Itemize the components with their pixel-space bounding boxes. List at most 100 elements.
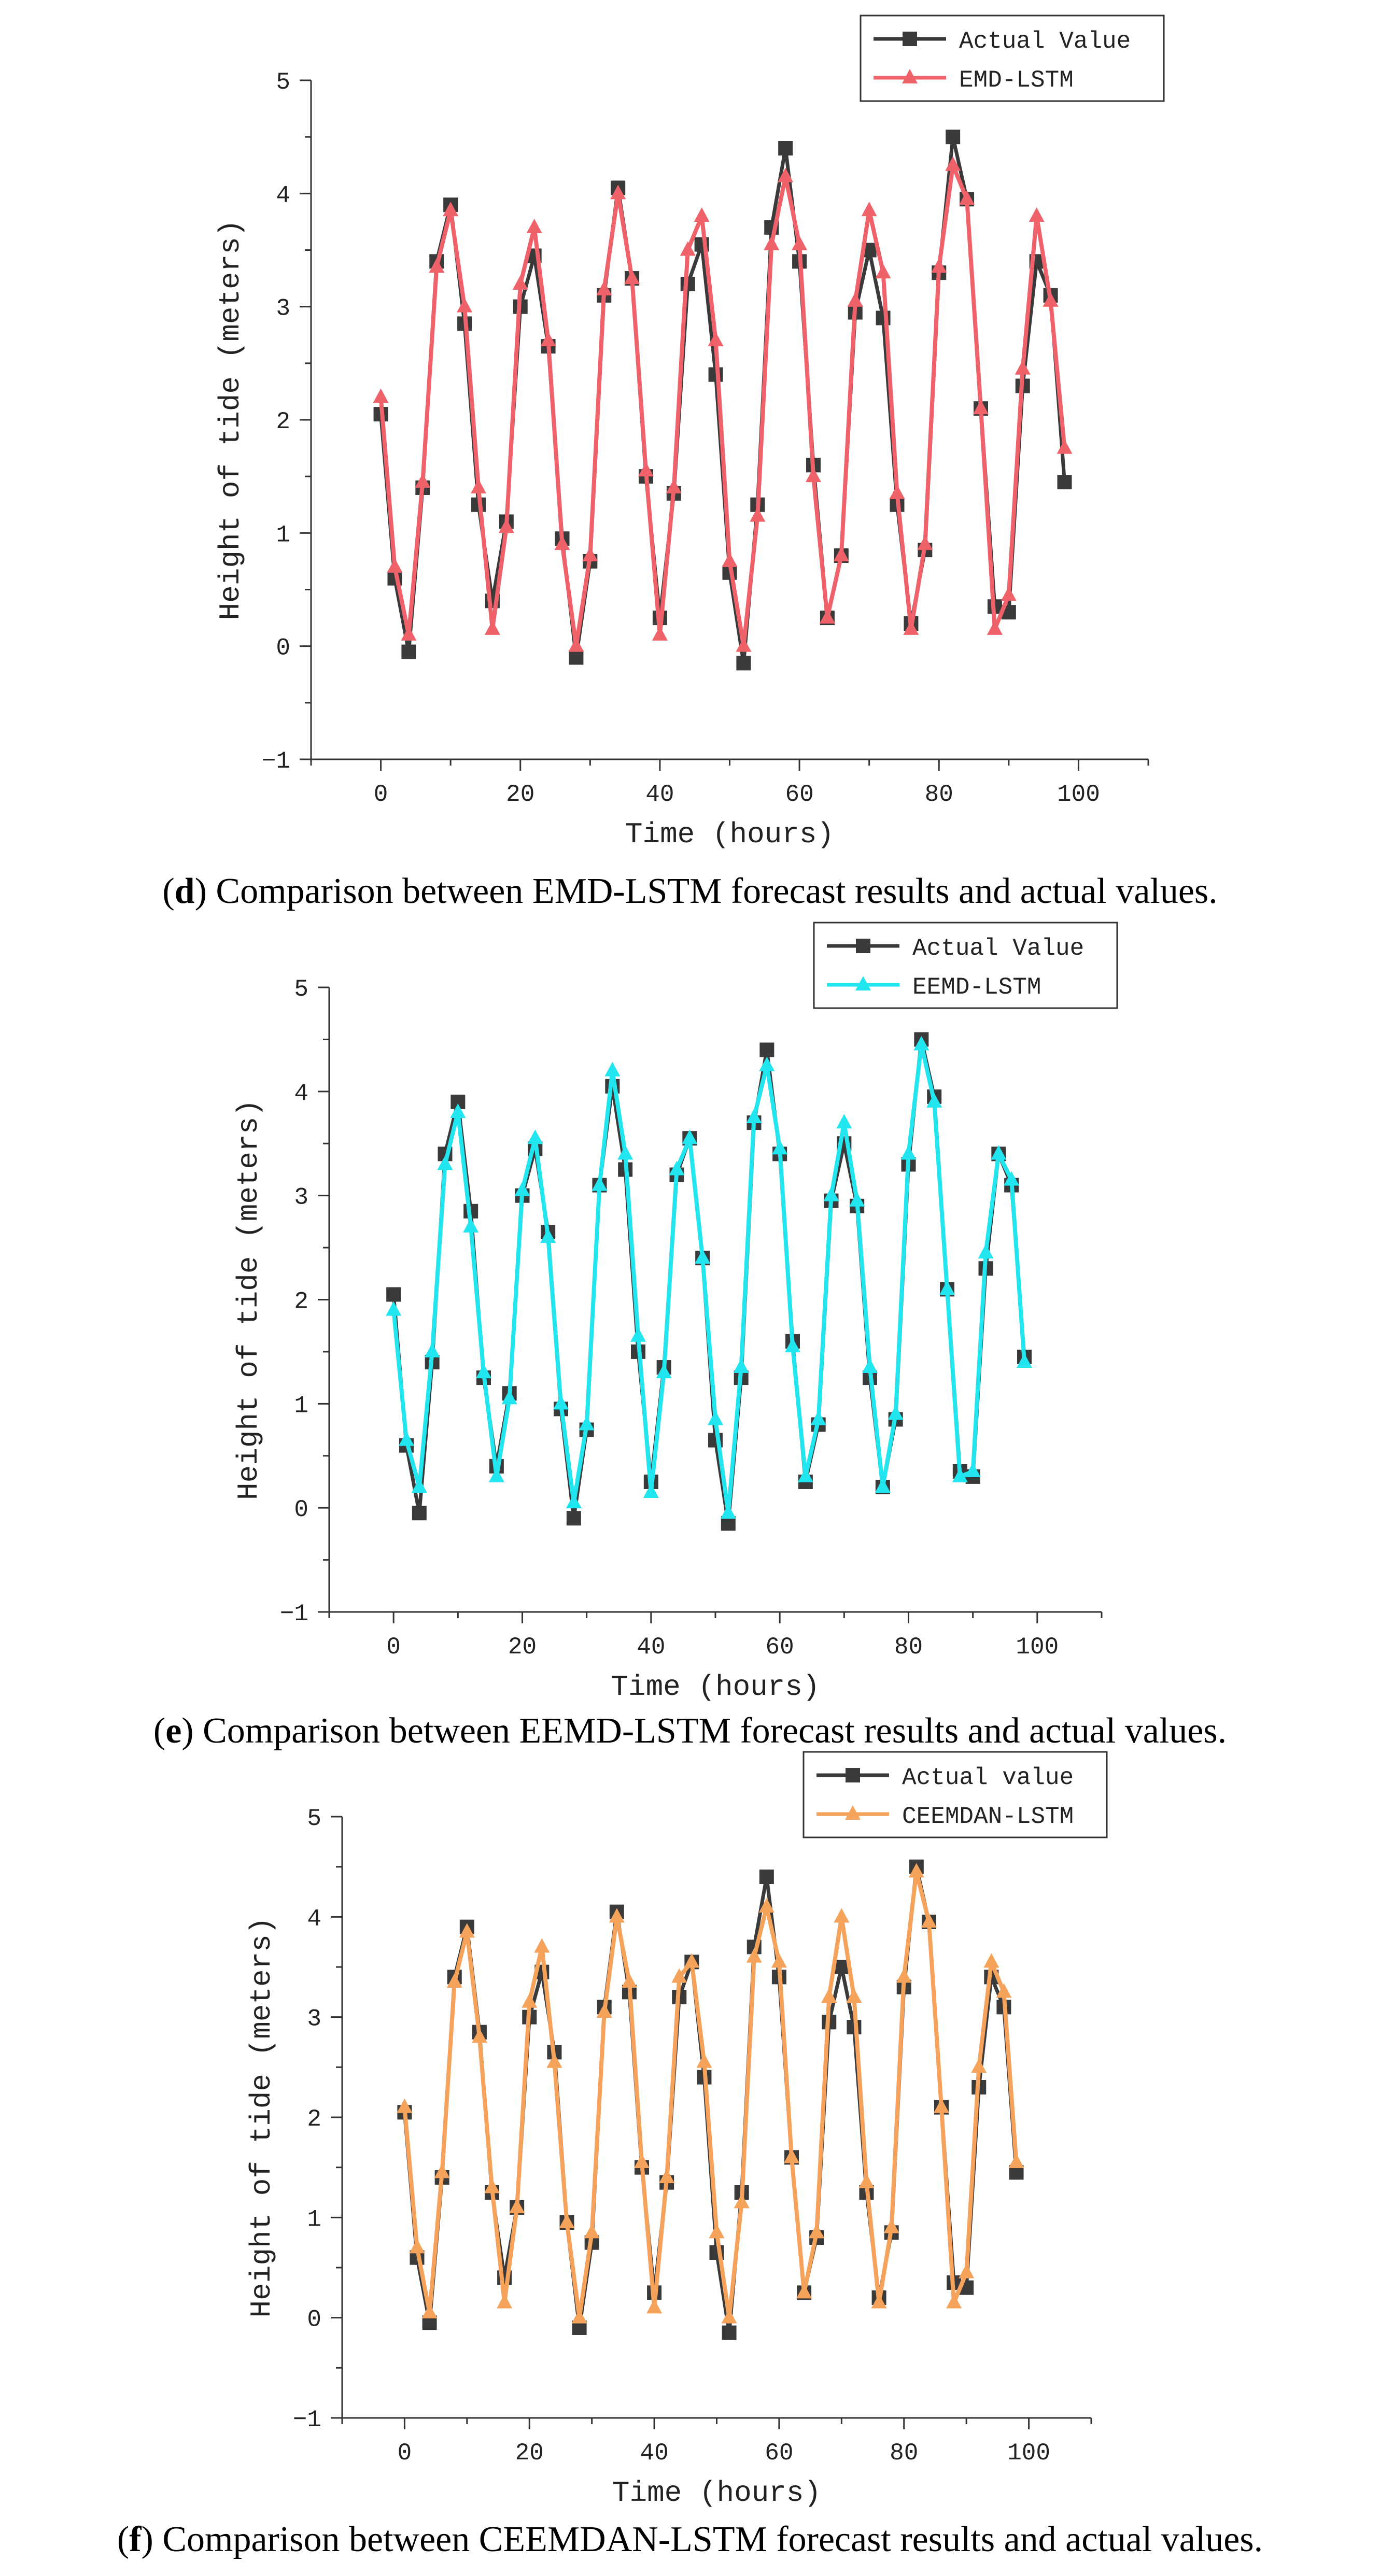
forecast-point	[946, 2294, 962, 2309]
forecast-point	[694, 207, 710, 222]
forecast-point	[889, 484, 905, 499]
forecast-point	[546, 2053, 562, 2068]
x-tick-label: 40	[645, 781, 674, 808]
forecast-point	[540, 1228, 556, 1243]
forecast-point	[796, 2284, 812, 2299]
forecast-point	[883, 2218, 899, 2233]
forecast-point	[987, 620, 1003, 635]
forecast-point	[373, 388, 389, 403]
forecast-point	[720, 1504, 736, 1519]
forecast-point	[666, 479, 682, 493]
y-tick-label: 1	[294, 1392, 308, 1419]
forecast-point	[939, 1280, 955, 1295]
forecast-point	[387, 558, 403, 573]
forecast-point	[733, 1358, 749, 1374]
forecast-point	[596, 2003, 612, 2018]
forecast-point	[836, 1114, 852, 1129]
panel-f: 0 20 40 60 80 100 −1 0 1 2 3 4 5 Time (hours) Height o…	[0, 1751, 1380, 2576]
actual-point	[569, 650, 584, 665]
forecast-point	[446, 1973, 462, 1988]
forecast-point	[746, 1948, 762, 1963]
legend-box	[802, 1751, 1108, 1838]
forecast-point	[806, 468, 821, 483]
series-line-actual	[379, 135, 1066, 665]
actual-point	[778, 141, 793, 155]
y-tick-label: −1	[293, 2407, 321, 2433]
forecast-point	[809, 2224, 825, 2239]
forecast-point	[484, 2178, 500, 2193]
forecast-point	[463, 1218, 479, 1233]
forecast-point	[921, 1913, 937, 1928]
series-line-forecast	[391, 1042, 1026, 1516]
y-axis-title: Height of tide (meters)	[245, 1917, 278, 2318]
legend-marker	[856, 939, 870, 953]
forecast-point	[411, 1478, 427, 1493]
forecast-point	[1043, 292, 1059, 307]
forecast-point	[934, 2098, 949, 2113]
x-tick-label: 20	[508, 1634, 537, 1661]
y-tick-label: −1	[280, 1601, 308, 1627]
forecast-point	[1029, 207, 1045, 222]
forecast-point	[534, 1938, 550, 1953]
x-tick-label: 100	[1007, 2440, 1050, 2467]
forecast-point	[471, 479, 486, 493]
x-tick-label: 80	[890, 2440, 918, 2467]
series-line-forecast	[402, 1870, 1019, 2320]
forecast-point	[488, 1467, 504, 1482]
x-axis-title: Time (hours)	[612, 2476, 821, 2510]
forecast-point	[559, 2214, 575, 2228]
forecast-point	[708, 332, 724, 347]
forecast-point	[758, 1898, 775, 1913]
forecast-point	[759, 1056, 775, 1071]
forecast-point	[746, 1109, 762, 1124]
legend-label: EEMD-LSTM	[912, 974, 1041, 1001]
legend-box	[813, 922, 1118, 1009]
forecast-point	[476, 1364, 491, 1379]
forecast-point	[617, 1145, 633, 1160]
y-tick-label: 5	[307, 1805, 321, 1832]
legend-marker	[855, 976, 871, 990]
forecast-point	[1057, 439, 1073, 454]
forecast-point	[579, 1416, 595, 1431]
caption-f: (f) Comparison between CEEMDAN-LSTM fore…	[117, 2520, 1263, 2559]
panel-e: 0 20 40 60 80 100 −1 0 1 2 3 4 5 Time (hours) Height o…	[0, 922, 1380, 1773]
forecast-point	[750, 507, 766, 522]
forecast-point	[437, 1155, 453, 1170]
forecast-point	[792, 235, 808, 250]
y-tick-label: 0	[294, 1496, 308, 1523]
forecast-point	[596, 280, 612, 295]
legend-label: EMD-LSTM	[959, 67, 1074, 94]
chart-e: 0 20 40 60 80 100 −1 0 1 2 3 4 5 Time (hours) Height o…	[232, 922, 1118, 1704]
forecast-point	[643, 1483, 659, 1498]
forecast-point	[931, 258, 947, 273]
forecast-point	[778, 167, 794, 182]
forecast-point	[862, 1358, 878, 1374]
y-axis-title: Height of tide (meters)	[232, 1099, 265, 1500]
forecast-point	[682, 1129, 698, 1144]
forecast-point	[913, 1036, 930, 1051]
forecast-point	[991, 1145, 1007, 1160]
forecast-point	[584, 2224, 600, 2239]
forecast-point	[888, 1405, 904, 1420]
forecast-point	[471, 2028, 487, 2043]
forecast-point	[659, 2169, 675, 2183]
forecast-point	[415, 473, 431, 488]
forecast-point	[424, 1342, 440, 1357]
actual-point	[834, 1960, 849, 1974]
forecast-point	[554, 535, 570, 550]
series-line-actual	[402, 1865, 1018, 2335]
forecast-point	[646, 2299, 663, 2314]
forecast-point	[1017, 1353, 1032, 1368]
forecast-point	[566, 1494, 582, 1509]
forecast-point	[858, 2173, 875, 2188]
forecast-point	[917, 535, 933, 550]
forecast-point	[846, 1988, 862, 2003]
actual-point	[722, 2325, 737, 2340]
forecast-point	[834, 1908, 850, 1923]
forecast-point	[784, 2148, 799, 2163]
forecast-point	[457, 298, 473, 313]
forecast-point	[696, 2053, 712, 2068]
y-tick-label: 4	[294, 1080, 308, 1107]
forecast-point	[522, 1993, 538, 2008]
x-tick-label: 0	[398, 2440, 412, 2467]
